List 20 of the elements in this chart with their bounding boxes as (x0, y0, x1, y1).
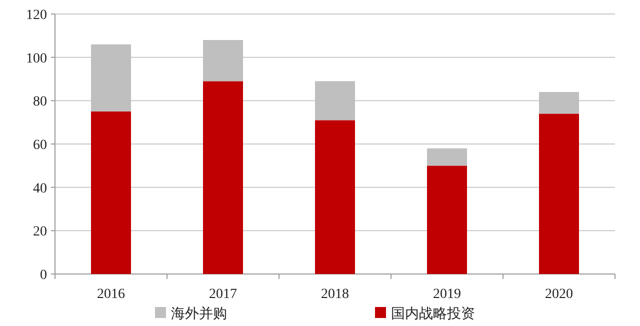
bar (91, 112, 131, 274)
x-tick-label: 2020 (545, 287, 573, 302)
bar (539, 114, 579, 274)
bar (203, 81, 243, 274)
y-tick-label: 20 (33, 224, 47, 240)
y-tick-label: 0 (40, 268, 47, 283)
x-tick-label: 2017 (209, 287, 237, 302)
bar (427, 166, 467, 274)
x-tick-label: 2018 (321, 287, 349, 302)
y-tick-label: 100 (26, 51, 47, 66)
y-tick-label: 80 (33, 94, 47, 110)
legend-label: 国内战略投资 (391, 306, 475, 322)
x-tick-label: 2016 (97, 287, 125, 302)
legend-label: 海外并购 (171, 306, 227, 322)
y-tick-label: 120 (26, 8, 47, 23)
bar (427, 148, 467, 166)
y-tick-label: 60 (33, 138, 47, 153)
y-tick-label: 40 (33, 181, 47, 196)
bar (315, 120, 355, 274)
x-tick-label: 2019 (433, 287, 461, 302)
